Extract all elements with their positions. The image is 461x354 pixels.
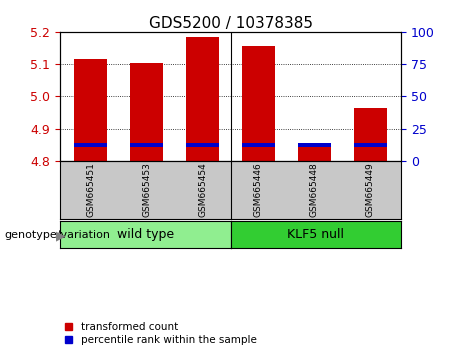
Text: GSM665453: GSM665453 [142,162,151,217]
Bar [74,59,107,161]
Text: ▶: ▶ [56,229,66,242]
Bar [242,143,275,147]
Bar [354,143,387,147]
Text: GSM665446: GSM665446 [254,162,263,217]
Text: GSM665451: GSM665451 [86,162,95,217]
Bar [298,143,331,147]
Bar [242,46,275,161]
Bar [298,146,331,161]
Title: GDS5200 / 10378385: GDS5200 / 10378385 [148,16,313,31]
Bar [130,63,163,161]
Text: KLF5 null: KLF5 null [287,228,344,241]
Bar [186,143,219,147]
Text: GSM665449: GSM665449 [366,162,375,217]
Bar [354,108,387,161]
Text: GSM665448: GSM665448 [310,162,319,217]
Legend: transformed count, percentile rank within the sample: transformed count, percentile rank withi… [65,322,257,345]
Text: wild type: wild type [117,228,174,241]
Bar [74,143,107,147]
Text: genotype/variation: genotype/variation [5,230,111,240]
Text: GSM665454: GSM665454 [198,162,207,217]
Bar [130,143,163,147]
Bar [186,37,219,161]
